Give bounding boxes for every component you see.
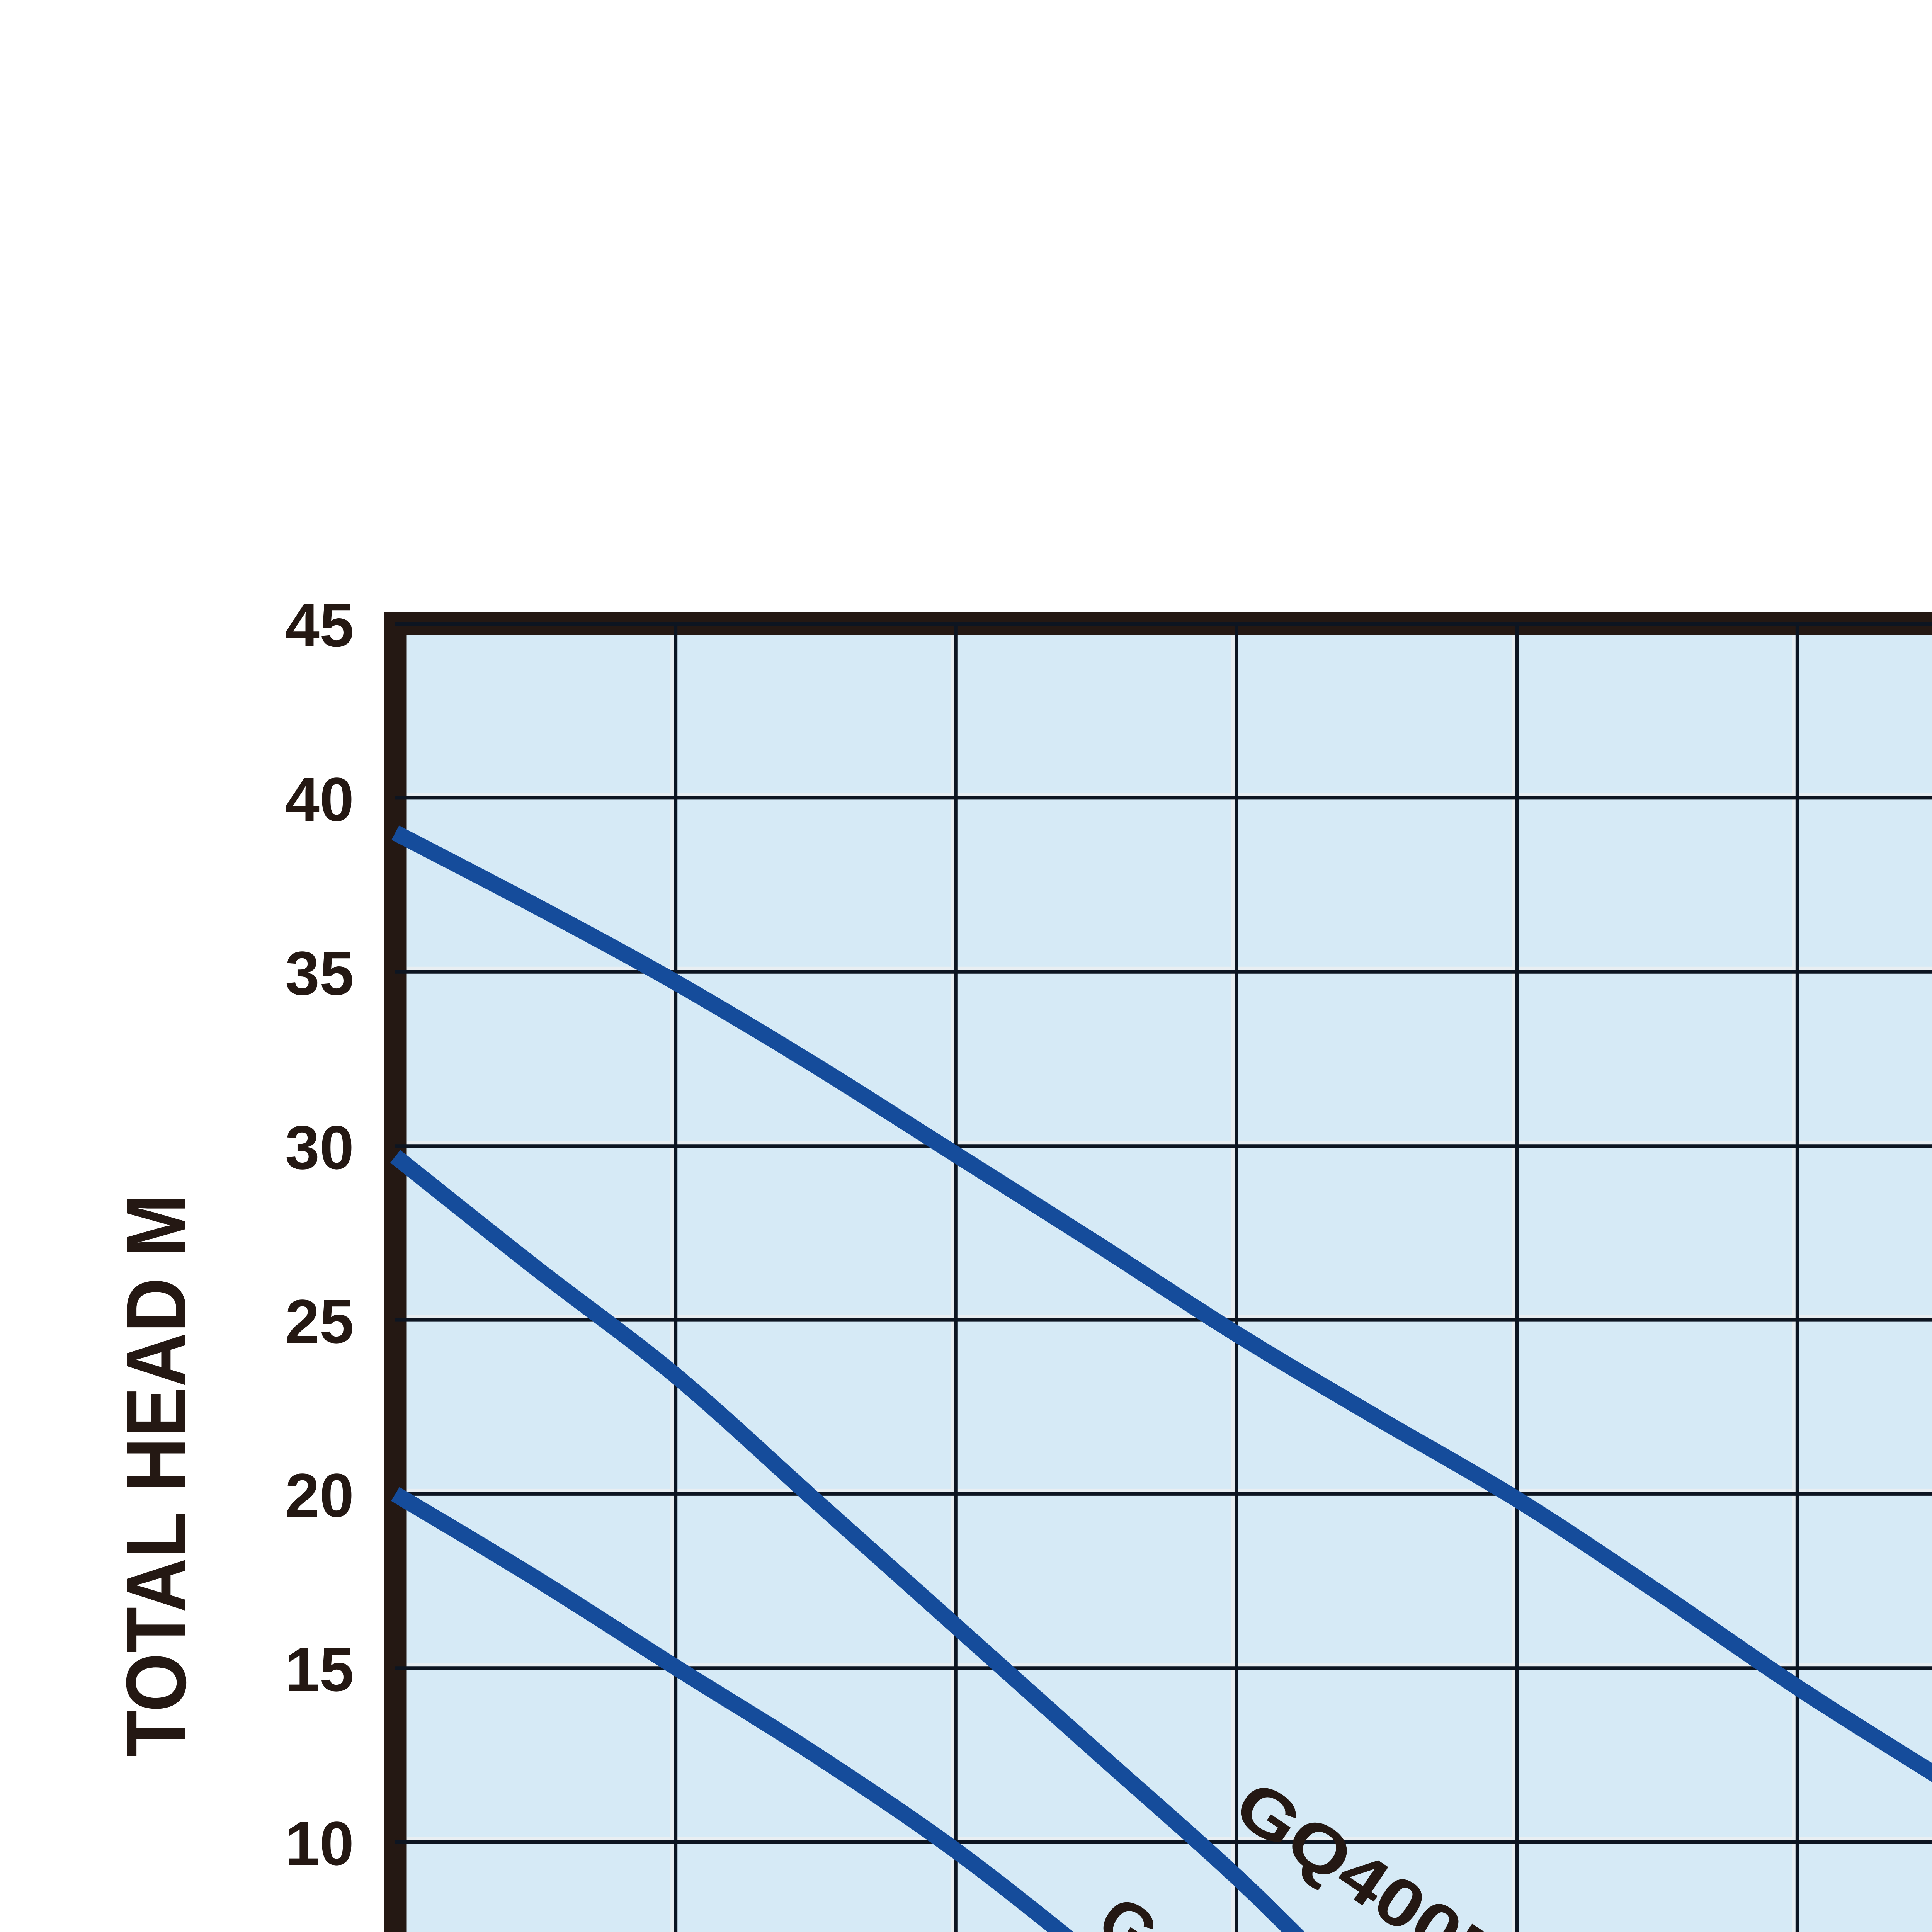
svg-text:10: 10 <box>285 1809 354 1878</box>
svg-text:45: 45 <box>285 590 354 660</box>
svg-text:TOTAL HEAD M: TOTAL HEAD M <box>109 1194 204 1757</box>
svg-text:35: 35 <box>285 939 354 1008</box>
svg-text:40: 40 <box>285 765 354 834</box>
svg-text:30: 30 <box>285 1113 354 1182</box>
svg-text:20: 20 <box>285 1461 354 1530</box>
svg-text:25: 25 <box>285 1287 354 1356</box>
svg-text:15: 15 <box>285 1635 354 1704</box>
